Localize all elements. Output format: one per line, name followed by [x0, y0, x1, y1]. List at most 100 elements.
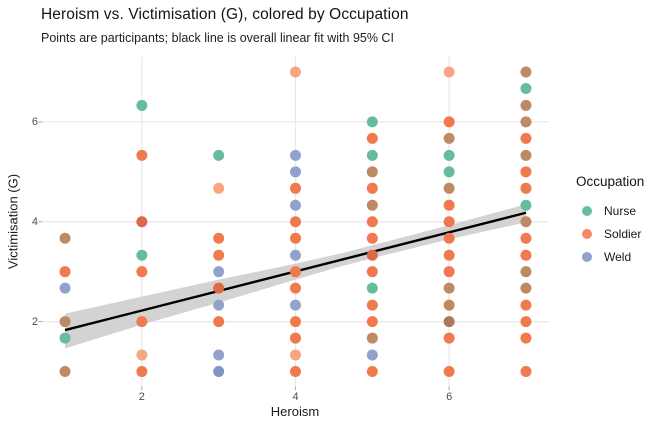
- data-point: [520, 232, 532, 244]
- y-axis-title: Victimisation (G): [5, 173, 21, 270]
- x-tick-label: 2: [138, 391, 145, 403]
- data-point: [366, 249, 378, 261]
- data-point: [290, 349, 301, 361]
- x-axis-title: Heroism: [270, 404, 320, 419]
- data-point: [366, 232, 378, 244]
- data-point: [443, 199, 455, 211]
- data-point: [520, 116, 532, 128]
- y-tick-label: 6: [31, 115, 38, 128]
- data-point: [443, 66, 455, 78]
- data-point: [59, 366, 71, 378]
- data-point: [366, 182, 378, 194]
- data-point: [290, 182, 301, 194]
- data-point: [213, 266, 225, 278]
- data-point: [290, 149, 301, 161]
- data-point: [136, 316, 148, 328]
- data-point: [520, 299, 532, 311]
- data-point: [443, 299, 455, 311]
- data-point: [520, 332, 532, 344]
- data-point: [59, 266, 71, 278]
- data-point: [520, 216, 532, 228]
- legend-items: Nurse Soldier Weld: [576, 199, 644, 268]
- data-point: [213, 149, 225, 161]
- data-point: [213, 249, 225, 261]
- data-point: [366, 366, 378, 378]
- legend-title: Occupation: [576, 174, 645, 189]
- data-point: [520, 66, 532, 78]
- data-point: [443, 182, 455, 194]
- data-point: [213, 299, 225, 311]
- data-point: [59, 316, 71, 328]
- data-point: [366, 149, 378, 161]
- data-point: [366, 332, 378, 344]
- data-point: [443, 332, 455, 344]
- data-point: [290, 282, 301, 294]
- data-point: [290, 249, 301, 261]
- legend-swatch-icon: [582, 228, 592, 239]
- data-point: [290, 232, 301, 244]
- data-point: [443, 232, 455, 244]
- data-point: [520, 149, 532, 161]
- data-point: [443, 132, 455, 144]
- data-point: [366, 299, 378, 311]
- data-point: [520, 199, 532, 211]
- legend-item: Weld: [576, 245, 644, 268]
- data-point: [290, 299, 301, 311]
- data-point: [290, 166, 301, 178]
- legend-swatch-icon: [582, 205, 592, 216]
- data-point: [213, 232, 225, 244]
- legend-item-label: Soldier: [604, 226, 642, 241]
- data-point: [290, 316, 301, 328]
- data-point: [443, 249, 455, 261]
- legend-item: Soldier: [576, 222, 644, 245]
- data-point: [443, 116, 455, 128]
- data-point: [290, 216, 301, 228]
- data-point: [520, 82, 532, 94]
- data-point: [213, 182, 225, 194]
- data-point: [136, 216, 148, 228]
- data-point: [443, 266, 455, 278]
- data-point: [443, 166, 455, 178]
- data-point: [136, 99, 148, 111]
- legend-item-label: Weld: [604, 249, 632, 264]
- data-point: [213, 316, 225, 328]
- data-point: [520, 182, 532, 194]
- data-point: [136, 249, 148, 261]
- data-point: [520, 366, 532, 378]
- data-point: [366, 316, 378, 328]
- data-point: [366, 116, 378, 128]
- x-tick-label: 4: [292, 391, 299, 403]
- data-point: [520, 249, 532, 261]
- data-point: [213, 349, 225, 361]
- data-point: [290, 266, 301, 278]
- data-point: [366, 166, 378, 178]
- data-point: [290, 66, 301, 78]
- y-tick-label: 2: [31, 315, 38, 328]
- data-point: [366, 199, 378, 211]
- data-point: [366, 349, 378, 361]
- data-point: [59, 332, 71, 344]
- data-point: [290, 366, 301, 378]
- data-point: [59, 232, 71, 244]
- data-point: [366, 282, 378, 294]
- data-point: [290, 332, 301, 344]
- data-point: [213, 282, 225, 294]
- data-point: [136, 366, 148, 378]
- data-point: [366, 266, 378, 278]
- data-point: [213, 366, 225, 378]
- y-tick-label: 4: [31, 215, 38, 228]
- data-point: [520, 316, 532, 328]
- legend-item: Nurse: [576, 199, 644, 222]
- data-point: [443, 282, 455, 294]
- data-point: [136, 266, 148, 278]
- data-point: [520, 266, 532, 278]
- data-point: [290, 199, 301, 211]
- data-point: [59, 282, 71, 294]
- data-point: [443, 316, 455, 328]
- data-point: [136, 149, 148, 161]
- data-point: [520, 166, 532, 178]
- data-point: [520, 99, 532, 111]
- chart-subtitle: Points are participants; black line is o…: [41, 31, 394, 45]
